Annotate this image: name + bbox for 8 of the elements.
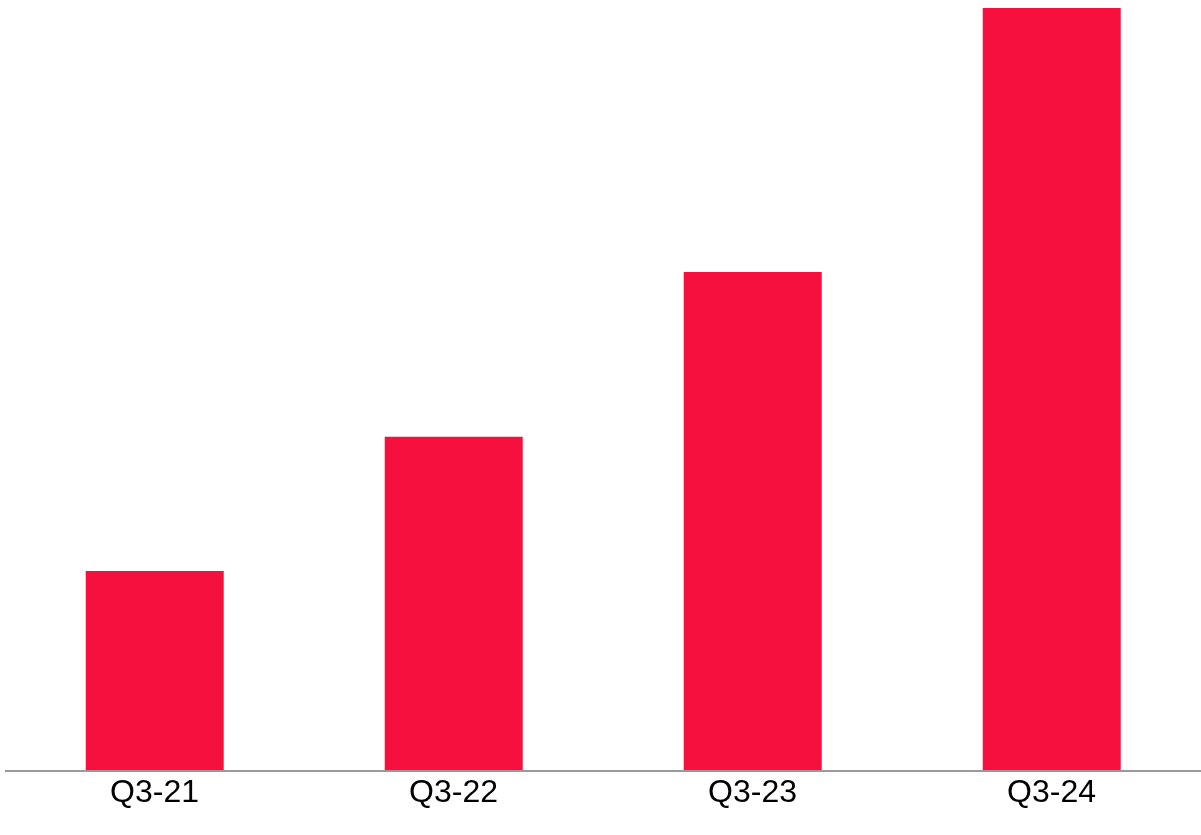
x-tick-label: Q3-21 (110, 772, 199, 809)
x-tick-label: Q3-22 (409, 772, 498, 809)
bar (683, 272, 822, 771)
bar (982, 8, 1121, 771)
x-tick-label: Q3-23 (708, 772, 797, 809)
x-tick-label: Q3-24 (1007, 772, 1096, 809)
bar (85, 571, 224, 771)
bar (384, 436, 523, 771)
